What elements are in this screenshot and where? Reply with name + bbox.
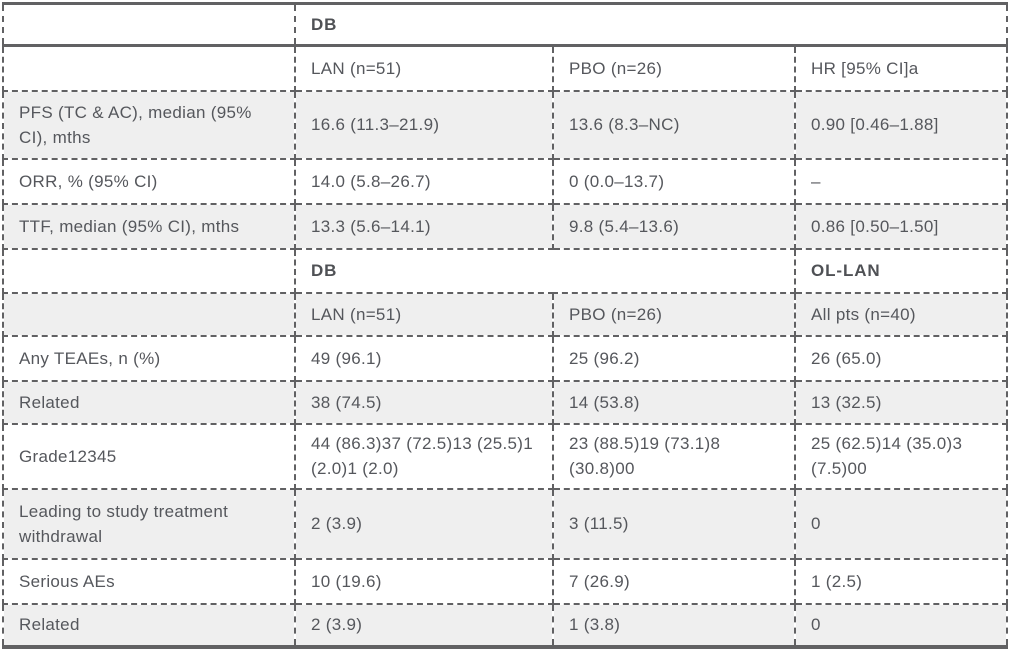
row-label-cell: Any TEAEs, n (%) [2,334,296,382]
table-row-pfs: PFS (TC & AC), median (95% CI), mths 16.… [2,89,1009,160]
value-cell: 25 (62.5)14 (35.0)3 (7.5)00 [793,422,1009,490]
value-cell: 1 (2.5) [793,557,1009,605]
value-cell: 2 (3.9) [294,487,554,560]
group-header-row-efficacy: DB [2,2,1009,47]
column-header-pbo: PBO (n=26) [552,44,796,92]
empty-cell [2,247,296,294]
value-cell: 7 (26.9) [552,557,796,605]
row-label-cell: Grade12345 [2,422,296,490]
column-header-hr: HR [95% CI]a [793,44,1009,92]
row-label-cell: TTF, median (95% CI), mths [2,202,296,250]
empty-cell [2,291,296,337]
column-header-pbo: PBO (n=26) [552,291,796,337]
value-cell: 1 (3.8) [552,602,796,648]
value-cell: 38 (74.5) [294,379,554,425]
group-header-cell-ol-lan: OL-LAN [793,247,1009,294]
table-row-any-teaes: Any TEAEs, n (%) 49 (96.1) 25 (96.2) 26 … [2,334,1009,382]
column-header-row-efficacy: LAN (n=51) PBO (n=26) HR [95% CI]a [2,44,1009,92]
table-row-related-serious: Related 2 (3.9) 1 (3.8) 0 [2,602,1009,648]
column-header-lan: LAN (n=51) [294,291,554,337]
value-cell: 26 (65.0) [793,334,1009,382]
row-label-cell: Serious AEs [2,557,296,605]
value-cell: 16.6 (11.3–21.9) [294,89,554,160]
value-cell: 0.90 [0.46–1.88] [793,89,1009,160]
row-label-cell: Related [2,379,296,425]
value-cell: 3 (11.5) [552,487,796,560]
column-header-all-pts: All pts (n=40) [793,291,1009,337]
table-row-related-teaes: Related 38 (74.5) 14 (53.8) 13 (32.5) [2,379,1009,425]
value-cell: 10 (19.6) [294,557,554,605]
table-row-ttf: TTF, median (95% CI), mths 13.3 (5.6–14.… [2,202,1009,250]
row-label-cell: ORR, % (95% CI) [2,157,296,205]
value-cell: 13 (32.5) [793,379,1009,425]
value-cell: 14.0 (5.8–26.7) [294,157,554,205]
value-cell: 49 (96.1) [294,334,554,382]
value-cell: 0 [793,602,1009,648]
table-row-grade: Grade12345 44 (86.3)37 (72.5)13 (25.5)1 … [2,422,1009,490]
group-header-row-safety: DB OL-LAN [2,247,1009,294]
row-label-cell: Related [2,602,296,648]
value-cell: 0 [793,487,1009,560]
table-row-withdrawal: Leading to study treatment withdrawal 2 … [2,487,1009,560]
value-cell: 13.6 (8.3–NC) [552,89,796,160]
value-cell: – [793,157,1009,205]
value-cell: 14 (53.8) [552,379,796,425]
table-row-serious-aes: Serious AEs 10 (19.6) 7 (26.9) 1 (2.5) [2,557,1009,605]
row-label-cell: Leading to study treatment withdrawal [2,487,296,560]
results-table: DB LAN (n=51) PBO (n=26) HR [95% CI]a PF… [2,2,1009,649]
column-header-row-safety: LAN (n=51) PBO (n=26) All pts (n=40) [2,291,1009,337]
value-cell: 9.8 (5.4–13.6) [552,202,796,250]
column-header-lan: LAN (n=51) [294,44,554,92]
value-cell: 0 (0.0–13.7) [552,157,796,205]
value-cell: 23 (88.5)19 (73.1)8 (30.8)00 [552,422,796,490]
table-row-orr: ORR, % (95% CI) 14.0 (5.8–26.7) 0 (0.0–1… [2,157,1009,205]
group-header-cell-db: DB [294,247,796,294]
empty-cell [2,2,296,47]
value-cell: 2 (3.9) [294,602,554,648]
value-cell: 13.3 (5.6–14.1) [294,202,554,250]
value-cell: 0.86 [0.50–1.50] [793,202,1009,250]
empty-cell [2,44,296,92]
row-label-cell: PFS (TC & AC), median (95% CI), mths [2,89,296,160]
value-cell: 44 (86.3)37 (72.5)13 (25.5)1 (2.0)1 (2.0… [294,422,554,490]
group-header-cell-db: DB [293,2,1009,47]
value-cell: 25 (96.2) [552,334,796,382]
